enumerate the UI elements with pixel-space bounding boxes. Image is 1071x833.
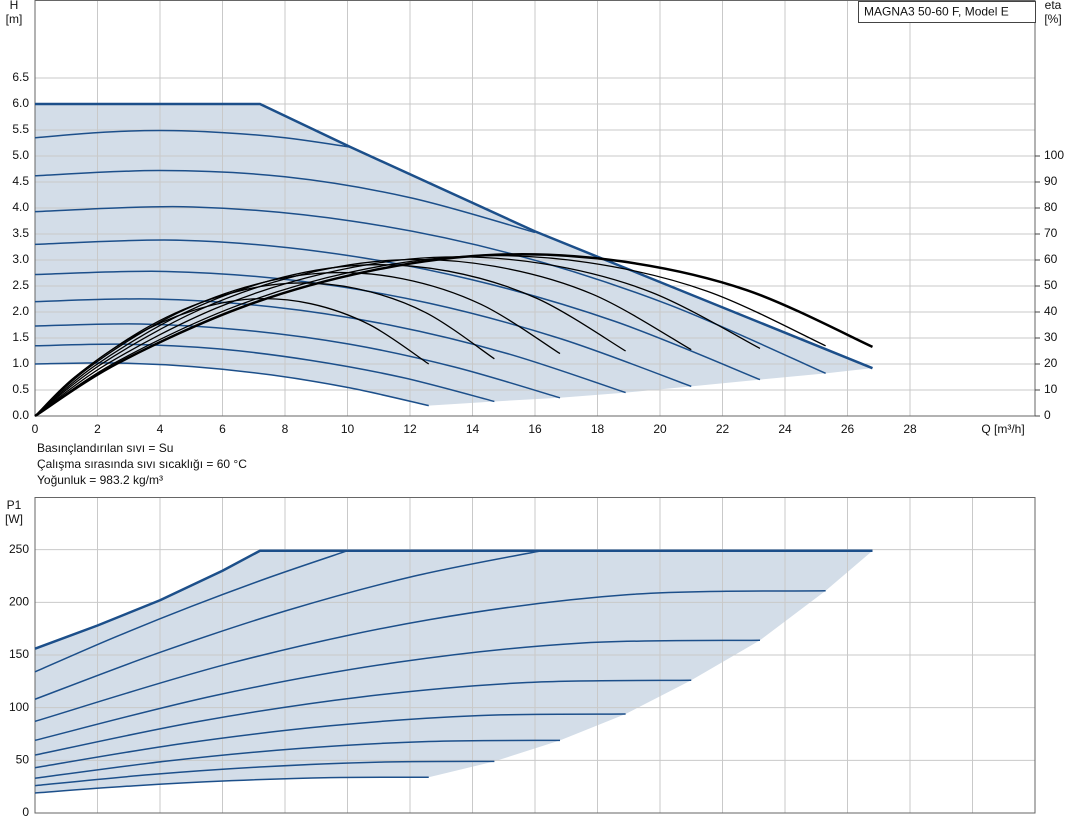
curve — [34, 362, 429, 407]
curve — [34, 323, 561, 399]
y2-tick-label: 40 — [1044, 304, 1058, 318]
plot-frame — [34, 497, 1036, 814]
annotation: Basınçlandırılan sıvı = Su — [37, 441, 173, 455]
curve — [34, 760, 495, 787]
y-axis-label: [m] — [6, 12, 23, 26]
x-tick-label: 10 — [341, 422, 355, 436]
curve — [34, 590, 826, 723]
curve — [34, 550, 348, 673]
y-tick-label: 2.0 — [12, 304, 29, 318]
operating-range-fill — [35, 104, 873, 406]
operating-range-fill — [35, 550, 873, 793]
y2-axis-label: eta — [1045, 0, 1062, 12]
curve — [34, 679, 692, 756]
x-tick-label: 24 — [778, 422, 792, 436]
y-tick-label: 200 — [9, 595, 29, 609]
y2-tick-label: 90 — [1044, 174, 1058, 188]
curve — [34, 298, 626, 394]
curve — [34, 343, 495, 403]
x-tick-label: 2 — [94, 422, 101, 436]
y2-tick-label: 10 — [1044, 382, 1058, 396]
y-tick-label: 4.0 — [12, 200, 29, 214]
y-tick-label: 0 — [22, 805, 29, 819]
annotation: Yoğunluk = 983.2 kg/m³ — [37, 473, 163, 487]
y-axis-label: H — [10, 0, 19, 12]
y2-tick-label: 80 — [1044, 200, 1058, 214]
curve — [34, 256, 761, 417]
curve — [34, 264, 626, 417]
x-tick-label: 0 — [32, 422, 39, 436]
x-tick-label: 26 — [841, 422, 855, 436]
x-tick-label: 12 — [403, 422, 417, 436]
curve — [34, 258, 692, 417]
curve — [34, 169, 536, 234]
y-tick-label: 6.0 — [12, 96, 29, 110]
curve — [34, 739, 561, 779]
curve — [34, 254, 826, 417]
x-tick-label: 20 — [653, 422, 667, 436]
curve — [34, 549, 873, 650]
x-tick-label: 14 — [466, 422, 480, 436]
y2-tick-label: 30 — [1044, 330, 1058, 344]
y-tick-label: 5.0 — [12, 148, 29, 162]
y-tick-label: 50 — [16, 753, 30, 767]
y2-tick-label: 50 — [1044, 278, 1058, 292]
x-axis-label: Q [m³/h] — [981, 422, 1024, 436]
x-tick-label: 28 — [903, 422, 917, 436]
curve — [34, 205, 826, 375]
x-tick-label: 16 — [528, 422, 542, 436]
y-tick-label: 3.5 — [12, 226, 29, 240]
y-tick-label: 3.0 — [12, 252, 29, 266]
y2-tick-label: 70 — [1044, 226, 1058, 240]
x-tick-label: 18 — [591, 422, 605, 436]
y-tick-label: 100 — [9, 700, 29, 714]
y-tick-label: 1.5 — [12, 330, 29, 344]
y-axis-label: [W] — [5, 512, 23, 526]
curve — [34, 549, 542, 700]
curve — [34, 253, 874, 418]
y2-tick-label: 100 — [1044, 148, 1064, 162]
x-tick-label: 4 — [157, 422, 164, 436]
x-tick-label: 8 — [282, 422, 289, 436]
y-tick-label: 250 — [9, 542, 29, 556]
y2-tick-label: 0 — [1044, 408, 1051, 422]
annotation: Çalışma sırasında sıvı sıcaklığı = 60 °C — [37, 457, 247, 471]
curve — [34, 776, 429, 794]
y-axis-label: P1 — [7, 498, 22, 512]
x-tick-label: 22 — [716, 422, 730, 436]
y2-tick-label: 20 — [1044, 356, 1058, 370]
title-box — [858, 1, 1036, 23]
y-tick-label: 2.5 — [12, 278, 29, 292]
curve — [34, 713, 626, 769]
y2-tick-label: 60 — [1044, 252, 1058, 266]
curve — [34, 639, 761, 742]
curve — [34, 129, 351, 148]
y-tick-label: 6.5 — [12, 70, 29, 84]
y2-axis-label: [%] — [1044, 12, 1061, 26]
y-tick-label: 0.5 — [12, 382, 29, 396]
y-tick-label: 4.5 — [12, 174, 29, 188]
y-tick-label: 1.0 — [12, 356, 29, 370]
chart-title: MAGNA3 50-60 F, Model E — [864, 5, 1009, 19]
y-tick-label: 150 — [9, 647, 29, 661]
y-tick-label: 5.5 — [12, 122, 29, 136]
y-tick-label: 0.0 — [12, 408, 29, 422]
curve — [34, 271, 561, 417]
x-tick-label: 6 — [219, 422, 226, 436]
